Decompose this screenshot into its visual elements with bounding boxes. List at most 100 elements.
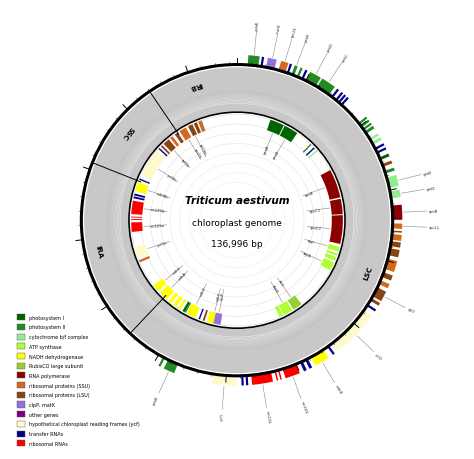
Wedge shape xyxy=(187,304,200,318)
Wedge shape xyxy=(266,59,277,71)
Bar xyxy=(18,343,25,350)
Text: psbB: psbB xyxy=(152,394,160,405)
Text: ndhD: ndhD xyxy=(199,285,207,297)
Wedge shape xyxy=(164,140,176,152)
Wedge shape xyxy=(381,161,392,168)
Bar xyxy=(18,382,25,388)
Wedge shape xyxy=(390,235,401,241)
Text: ndhF: ndhF xyxy=(216,291,222,301)
Wedge shape xyxy=(331,310,372,352)
Wedge shape xyxy=(305,73,321,88)
Wedge shape xyxy=(328,245,339,252)
Circle shape xyxy=(85,69,389,373)
Wedge shape xyxy=(158,356,165,367)
Wedge shape xyxy=(362,123,372,132)
Wedge shape xyxy=(320,171,340,200)
Wedge shape xyxy=(173,296,182,307)
Circle shape xyxy=(182,166,292,276)
Wedge shape xyxy=(381,272,393,281)
Wedge shape xyxy=(308,151,318,159)
Wedge shape xyxy=(279,302,292,315)
Text: ATP synthase: ATP synthase xyxy=(29,344,61,349)
Wedge shape xyxy=(134,194,145,199)
Text: ndhH: ndhH xyxy=(172,266,182,275)
Wedge shape xyxy=(330,90,339,100)
Wedge shape xyxy=(278,369,282,380)
Wedge shape xyxy=(161,146,170,155)
Wedge shape xyxy=(131,219,142,220)
Wedge shape xyxy=(278,62,289,74)
Bar xyxy=(18,363,25,369)
Bar xyxy=(18,440,25,447)
Text: rps3b: rps3b xyxy=(192,148,201,159)
Text: rpoB: rpoB xyxy=(304,190,315,197)
Circle shape xyxy=(167,151,307,291)
Text: atpI: atpI xyxy=(306,239,315,245)
Wedge shape xyxy=(283,363,300,378)
Text: clpP, matK: clpP, matK xyxy=(29,402,55,407)
Wedge shape xyxy=(246,375,248,386)
Wedge shape xyxy=(387,248,400,258)
Text: 136,996 bp: 136,996 bp xyxy=(211,239,263,248)
Wedge shape xyxy=(391,231,402,233)
Bar xyxy=(18,402,25,408)
Text: IRB: IRB xyxy=(188,81,203,91)
Text: rrn23Sb: rrn23Sb xyxy=(149,208,165,214)
Text: ndhBb: ndhBb xyxy=(155,192,169,200)
Text: psbA: psbA xyxy=(255,21,260,30)
Text: ycf2: ycf2 xyxy=(374,352,383,360)
Wedge shape xyxy=(274,370,278,381)
Circle shape xyxy=(144,128,330,313)
Wedge shape xyxy=(371,138,382,146)
Text: atpA: atpA xyxy=(301,251,311,258)
Wedge shape xyxy=(170,137,179,147)
Wedge shape xyxy=(326,250,337,256)
Text: IRA: IRA xyxy=(95,244,104,258)
Wedge shape xyxy=(260,57,264,69)
Wedge shape xyxy=(320,258,334,271)
Text: clpP: clpP xyxy=(220,291,225,300)
Wedge shape xyxy=(364,127,374,135)
Text: psbK: psbK xyxy=(304,33,311,43)
Wedge shape xyxy=(369,298,380,306)
Text: petB: petB xyxy=(423,171,432,177)
Circle shape xyxy=(197,181,277,261)
Text: rrn16S: rrn16S xyxy=(300,400,308,414)
Wedge shape xyxy=(296,68,302,79)
Wedge shape xyxy=(288,296,301,310)
Text: rbcL: rbcL xyxy=(277,279,285,288)
Wedge shape xyxy=(391,205,402,220)
Wedge shape xyxy=(135,183,148,195)
Text: RNA polymerase: RNA polymerase xyxy=(29,373,70,378)
Wedge shape xyxy=(160,285,174,300)
Wedge shape xyxy=(184,303,191,313)
Wedge shape xyxy=(175,133,184,144)
Bar xyxy=(18,392,25,398)
Wedge shape xyxy=(378,280,390,289)
Text: chloroplast genome: chloroplast genome xyxy=(192,218,282,227)
Text: transfer RNAs: transfer RNAs xyxy=(29,431,63,436)
Wedge shape xyxy=(139,179,150,185)
Wedge shape xyxy=(139,257,150,263)
Text: ndhB: ndhB xyxy=(334,384,343,394)
Wedge shape xyxy=(325,254,336,261)
Text: psbD: psbD xyxy=(327,43,335,53)
Circle shape xyxy=(174,158,300,283)
Text: ndhA: ndhA xyxy=(178,271,188,281)
Bar xyxy=(18,421,25,427)
Circle shape xyxy=(129,113,345,329)
Text: rpl2b: rpl2b xyxy=(180,158,190,168)
Wedge shape xyxy=(241,375,244,386)
Wedge shape xyxy=(389,241,401,248)
Wedge shape xyxy=(291,66,298,78)
Text: SSC: SSC xyxy=(120,125,134,140)
Text: psaB: psaB xyxy=(273,149,281,159)
Wedge shape xyxy=(366,304,376,312)
Wedge shape xyxy=(378,154,390,161)
Wedge shape xyxy=(131,201,144,215)
Wedge shape xyxy=(198,121,205,133)
Text: rpoC1: rpoC1 xyxy=(309,208,321,213)
Bar xyxy=(18,334,25,340)
Wedge shape xyxy=(188,125,197,137)
Wedge shape xyxy=(329,216,343,245)
